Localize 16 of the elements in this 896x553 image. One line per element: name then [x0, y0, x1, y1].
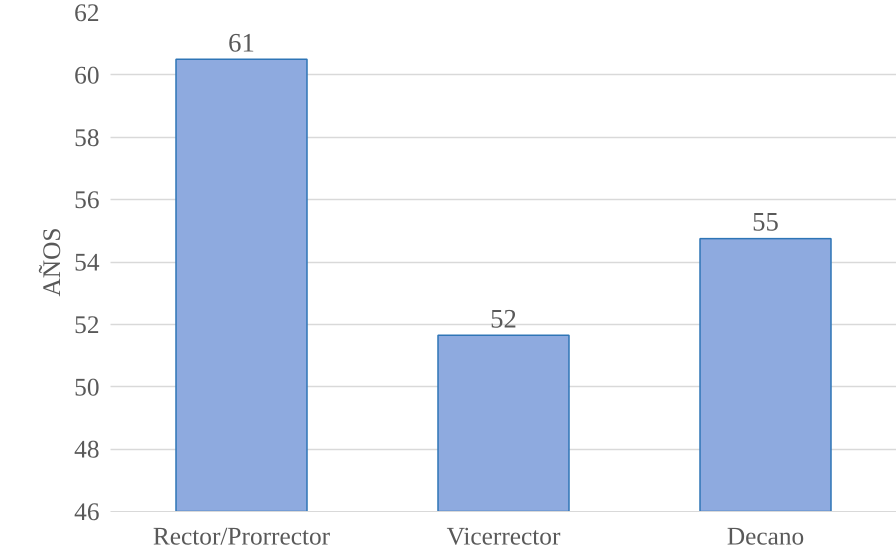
x-tick-label: Decano — [726, 522, 804, 550]
y-tick-label: 58 — [74, 124, 100, 152]
x-tick-label: Vicerrector — [446, 522, 561, 550]
y-tick-label: 60 — [74, 61, 100, 90]
data-label: 52 — [490, 303, 517, 334]
data-label: 55 — [752, 206, 779, 237]
data-label: 61 — [228, 27, 255, 58]
y-axis-title: AÑOS — [38, 228, 66, 296]
y-tick-label: 62 — [74, 0, 100, 27]
y-tick-label: 52 — [74, 310, 100, 339]
y-tick-label: 54 — [74, 248, 100, 276]
y-tick-label: 48 — [74, 436, 100, 464]
y-tick-label: 50 — [74, 373, 100, 402]
y-tick-label: 56 — [74, 186, 100, 214]
x-tick-label: Rector/Prorrector — [152, 522, 331, 550]
y-tick-label: 46 — [74, 498, 100, 526]
